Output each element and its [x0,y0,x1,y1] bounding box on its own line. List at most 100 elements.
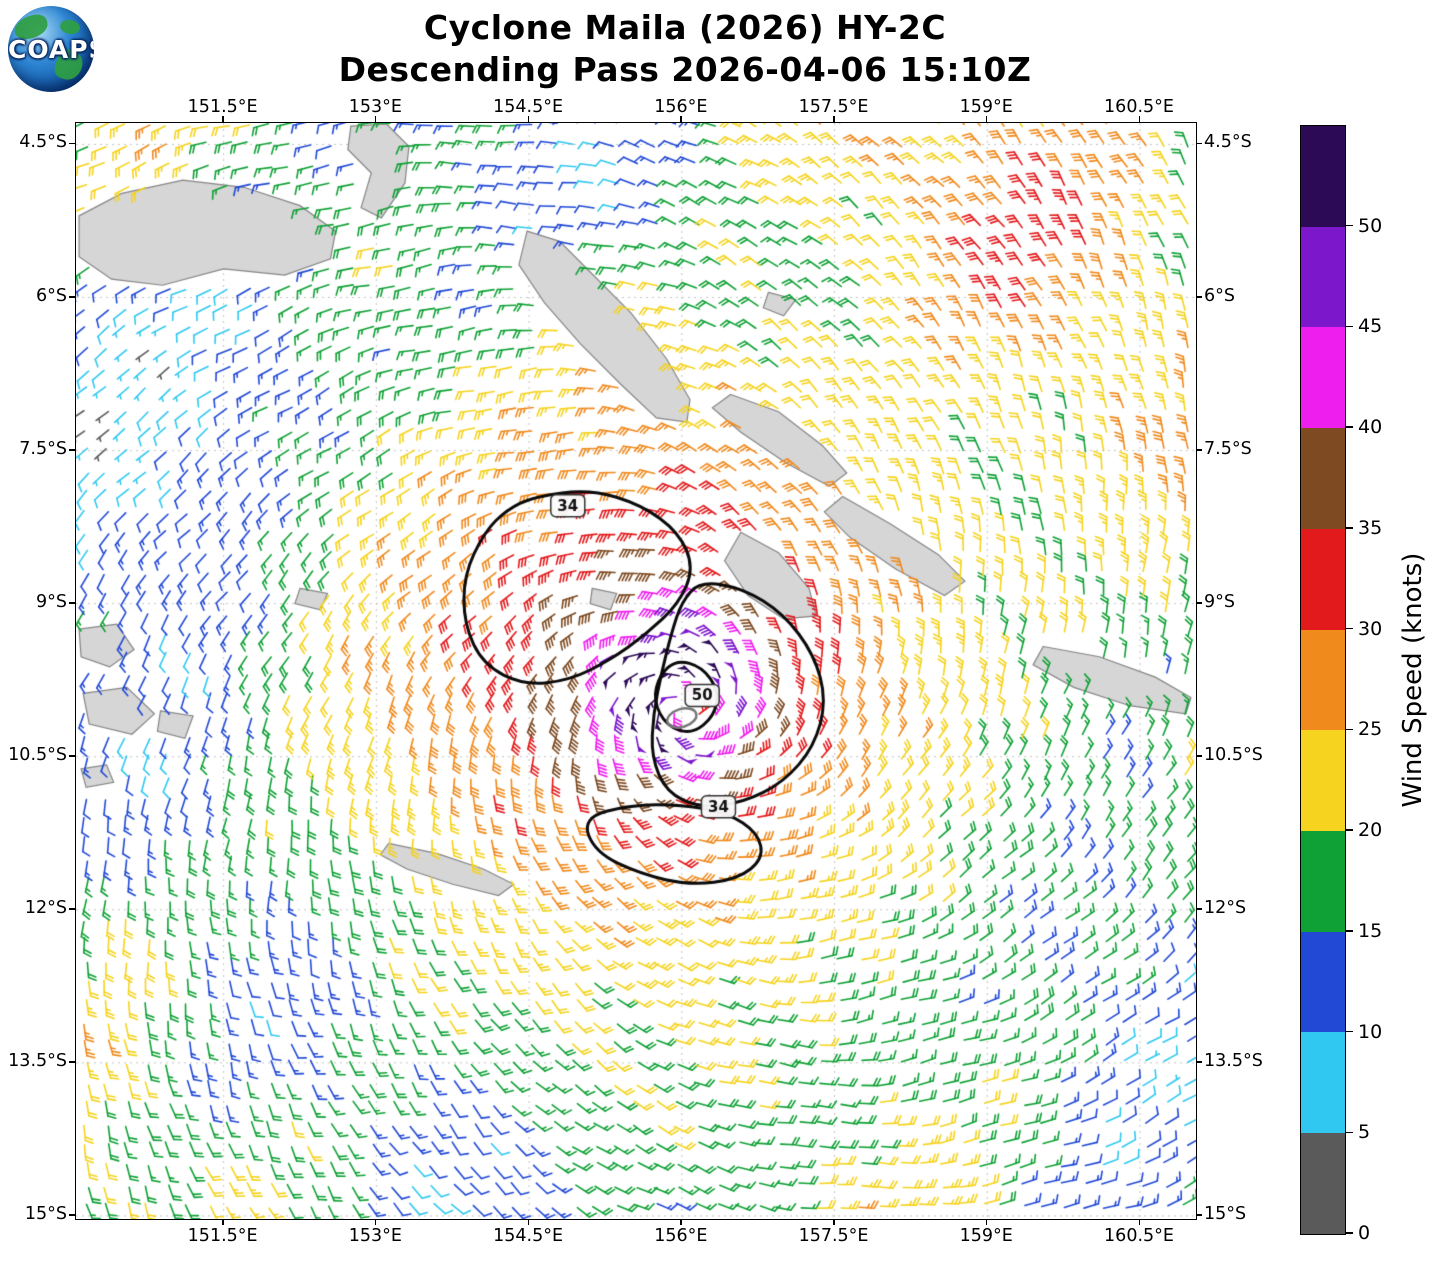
colorbar-segment [1301,528,1345,630]
map-plot-area [75,122,1197,1220]
tick-mark [1196,1214,1202,1216]
tick-mark [69,1214,75,1216]
lon-tick-label: 153°E [348,97,402,117]
tick-mark [69,908,75,910]
colorbar-tick-mark [1346,426,1353,428]
tick-mark [69,296,75,298]
lon-tick-label: 156°E [654,97,708,117]
colorbar-segment [1301,1133,1345,1234]
lat-tick-label: 7.5°S [19,438,67,459]
lat-tick-label: 7.5°S [1204,438,1252,459]
colorbar-tick-label: 45 [1358,315,1383,338]
colorbar-segment [1301,226,1345,328]
colorbar-tick-label: 30 [1358,617,1383,640]
lat-tick-label: 12°S [1204,897,1247,918]
tick-mark [1196,602,1202,604]
colorbar-tick-label: 15 [1358,919,1383,942]
colorbar-axis-label: Wind Speed (knots) [1398,552,1428,808]
tick-mark [1196,755,1202,757]
tick-mark [69,755,75,757]
lat-tick-label: 10.5°S [8,744,67,765]
tick-mark [680,1219,682,1225]
colorbar-tick-label: 20 [1358,819,1383,842]
lat-tick-label: 6°S [36,285,67,306]
lon-tick-label: 156°E [654,1226,708,1246]
tick-mark [374,1219,377,1225]
tick-mark [1196,296,1202,298]
tick-mark [527,1219,530,1225]
tick-mark [680,116,682,122]
colorbar-tick-mark [1346,930,1353,932]
colorbar-tick-mark [1346,1131,1353,1134]
figure-title-line1: Cyclone Maila (2026) HY-2C [423,8,947,47]
coaps-logo-text: COAPS [8,35,94,64]
colorbar-tick-mark [1346,325,1353,328]
colorbar-segment [1301,1032,1345,1134]
lon-tick-label: 154.5°E [493,97,564,117]
tick-mark [1196,449,1202,451]
tick-mark [985,1219,988,1225]
colorbar-tick-label: 35 [1358,516,1383,539]
lat-tick-label: 9°S [1204,591,1235,612]
colorbar [1300,125,1346,1235]
lat-tick-label: 15°S [1204,1203,1247,1224]
tick-mark [527,116,530,122]
lat-tick-label: 6°S [1204,285,1235,306]
lat-tick-label: 13.5°S [8,1050,67,1071]
colorbar-tick-label: 25 [1358,718,1383,741]
colorbar-tick-label: 10 [1358,1020,1383,1043]
tick-mark [1138,116,1140,122]
lon-tick-label: 160.5°E [1104,97,1174,117]
colorbar-tick-label: 40 [1358,416,1383,439]
tick-mark [1138,1219,1140,1225]
colorbar-tick-mark [1346,1232,1353,1234]
lat-tick-label: 4.5°S [19,132,67,153]
tick-mark [222,1219,224,1225]
tick-mark [222,116,224,122]
lat-tick-label: 12°S [24,897,67,918]
colorbar-segment [1301,327,1345,429]
wind-barb-canvas [76,123,1196,1219]
lat-tick-label: 4.5°S [1204,132,1252,153]
tick-mark [374,116,377,122]
coaps-globe-icon: COAPS [8,6,94,92]
tick-mark [1196,142,1202,145]
colorbar-segment [1301,931,1345,1033]
tick-mark [833,1219,835,1225]
lat-tick-label: 10.5°S [1204,744,1263,765]
lon-tick-label: 151.5°E [187,1226,258,1246]
colorbar-tick-mark [1346,627,1353,630]
colorbar-tick-mark [1346,728,1353,731]
colorbar-tick-mark [1346,224,1353,227]
lon-tick-label: 151.5°E [187,97,258,117]
colorbar-tick-mark [1346,527,1353,529]
colorbar-tick-label: 5 [1358,1121,1371,1144]
lon-tick-label: 157.5°E [798,97,869,117]
tick-mark [1196,1061,1202,1063]
lon-tick-label: 159°E [959,1226,1013,1246]
lon-tick-label: 157.5°E [798,1226,869,1246]
tick-mark [69,1061,75,1063]
tick-mark [985,116,988,122]
tick-mark [833,116,835,122]
coaps-logo: COAPS [8,6,94,92]
lon-tick-label: 159°E [959,97,1013,117]
colorbar-segment [1301,629,1345,731]
tick-mark [1196,908,1202,910]
lat-tick-label: 9°S [36,591,67,612]
colorbar-tick-mark [1346,829,1353,831]
colorbar-segment [1301,428,1345,529]
lon-tick-label: 153°E [348,1226,402,1246]
colorbar-segment [1301,730,1345,832]
colorbar-segment [1301,831,1345,932]
colorbar-tick-label: 50 [1358,214,1383,237]
lat-tick-label: 15°S [24,1203,67,1224]
lat-tick-label: 13.5°S [1204,1050,1263,1071]
lon-tick-label: 154.5°E [493,1226,564,1246]
colorbar-tick-mark [1346,1030,1353,1033]
lon-tick-label: 160.5°E [1104,1226,1174,1246]
colorbar-tick-label: 0 [1358,1222,1371,1244]
figure-title-line2: Descending Pass 2026-04-06 15:10Z [338,50,1032,89]
colorbar-segment [1301,126,1345,227]
